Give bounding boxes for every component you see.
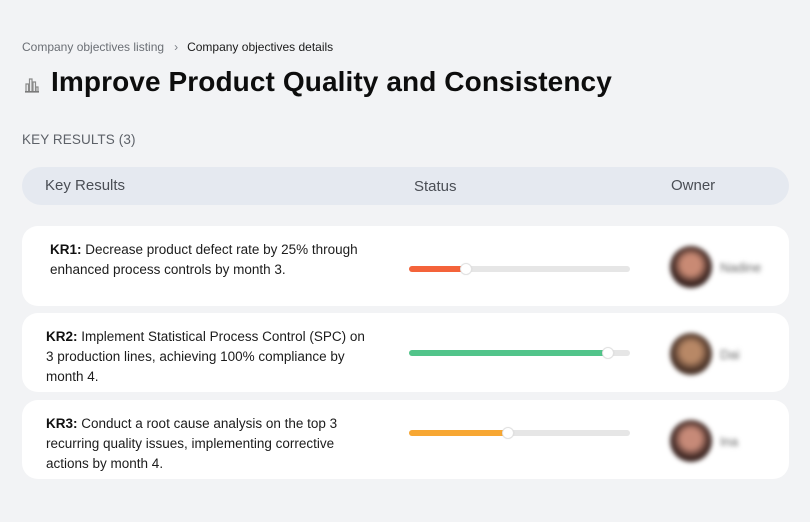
key-result-text: Conduct a root cause analysis on the top… xyxy=(46,416,338,471)
key-results-count-label: KEY RESULTS (3) xyxy=(22,132,136,147)
progress-bar xyxy=(409,427,630,439)
key-result-id: KR2: xyxy=(46,329,78,344)
breadcrumb-link-objectives-listing[interactable]: Company objectives listing xyxy=(22,40,165,54)
page-title: Improve Product Quality and Consistency xyxy=(51,66,612,97)
avatar xyxy=(670,333,712,375)
key-result-text: Implement Statistical Process Control (S… xyxy=(46,329,365,384)
owner[interactable]: Ina xyxy=(670,420,738,462)
key-result-description: KR2: Implement Statistical Process Contr… xyxy=(46,327,376,387)
progress-thumb xyxy=(460,263,473,275)
column-header-owner: Owner xyxy=(671,177,716,194)
owner-name: Nadine xyxy=(720,259,762,275)
progress-bar xyxy=(409,347,630,359)
key-result-row-1[interactable]: KR1: Decrease product defect rate by 25%… xyxy=(22,226,789,306)
key-result-row-3[interactable]: KR3: Conduct a root cause analysis on th… xyxy=(22,400,789,479)
key-result-description: KR1: Decrease product defect rate by 25%… xyxy=(50,240,370,280)
avatar xyxy=(670,246,712,288)
key-result-id: KR3: xyxy=(46,416,78,431)
key-result-id: KR1: xyxy=(50,242,82,257)
factory-chart-icon xyxy=(22,74,42,94)
breadcrumb-current: Company objectives details xyxy=(187,40,334,54)
owner[interactable]: Dai xyxy=(670,333,740,375)
progress-fill xyxy=(409,430,509,436)
column-header-status: Status xyxy=(414,178,457,195)
progress-thumb xyxy=(601,347,614,359)
chevron-right-icon: › xyxy=(174,40,179,54)
progress-fill xyxy=(409,350,608,356)
avatar xyxy=(670,420,712,462)
progress-thumb xyxy=(502,427,515,439)
title-row: Improve Product Quality and Consistency xyxy=(22,66,612,98)
owner[interactable]: Nadine xyxy=(670,246,761,288)
progress-fill xyxy=(409,266,467,272)
table-header: Key Results Status Owner xyxy=(22,167,789,205)
breadcrumb: Company objectives listing › Company obj… xyxy=(22,40,333,54)
column-header-key-results: Key Results xyxy=(45,177,126,194)
key-result-description: KR3: Conduct a root cause analysis on th… xyxy=(46,414,366,474)
owner-name: Ina xyxy=(720,433,739,449)
key-result-row-2[interactable]: KR2: Implement Statistical Process Contr… xyxy=(22,313,789,392)
progress-bar xyxy=(409,263,630,275)
owner-name: Dai xyxy=(720,346,740,362)
key-result-text: Decrease product defect rate by 25% thro… xyxy=(50,242,358,277)
